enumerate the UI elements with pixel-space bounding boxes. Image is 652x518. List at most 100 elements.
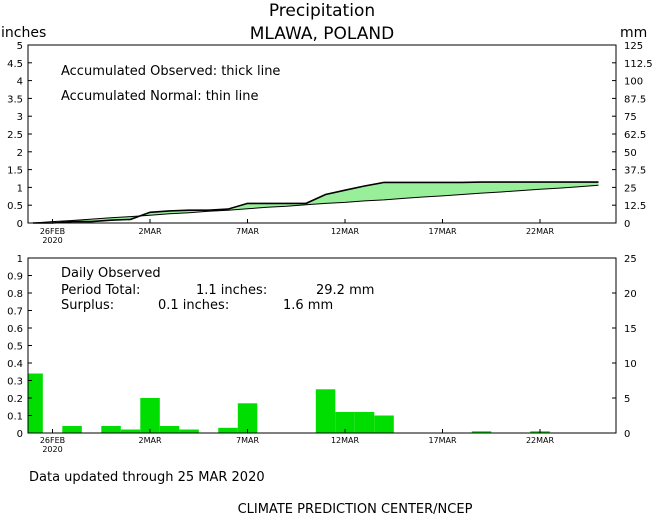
daily-bars [28, 373, 550, 434]
daily-bar [140, 398, 160, 433]
daily-bar [120, 429, 141, 433]
surplus-segment [384, 182, 404, 200]
x-tick-label: 12MAR [331, 436, 360, 445]
x-year-label: 2020 [42, 445, 62, 454]
daily-bar [374, 415, 394, 433]
y-tick-label: 4 [17, 77, 23, 88]
y2-tick-label: 125 [624, 41, 643, 52]
x-tick-label: 22MAR [526, 436, 555, 445]
x-tick-label: 26FEB [40, 227, 65, 236]
y2-tick-label: 0 [624, 219, 630, 230]
daily-observed-label: Daily Observed [61, 266, 161, 281]
y-tick-label: 2 [17, 148, 23, 159]
y2-tick-label: 25 [624, 254, 637, 265]
accum-axes: 00.511.522.533.544.55012.52537.55062.575… [7, 41, 652, 245]
x-tick-label: 26FEB [40, 436, 65, 445]
y-tick-label: 0.3 [7, 377, 23, 388]
daily-bar [101, 426, 121, 433]
y-tick-label: 1 [17, 254, 23, 265]
y2-tick-label: 112.5 [624, 59, 652, 70]
x-tick-label: 7MAR [236, 227, 259, 236]
surplus-segment [481, 182, 501, 194]
legend-observed: Accumulated Observed: thick line [61, 64, 280, 79]
credit-label: CLIMATE PREDICTION CENTER/NCEP [238, 502, 473, 517]
chart-title: Precipitation [269, 1, 375, 21]
y2-tick-label: 62.5 [624, 130, 646, 141]
y-tick-label: 4.5 [7, 59, 23, 70]
surplus-segment [540, 182, 560, 190]
surplus-segment [462, 182, 482, 195]
y-tick-label: 1 [17, 183, 23, 194]
daily-axes: 00.10.20.30.40.50.60.70.80.9105101520252… [7, 254, 637, 454]
x-year-label: 2020 [42, 236, 62, 245]
y-tick-label: 0.1 [7, 412, 23, 423]
accum-panel: 00.511.522.533.544.55012.52537.55062.575… [7, 41, 652, 245]
y2-tick-label: 25 [624, 183, 637, 194]
y2-tick-label: 15 [624, 324, 637, 335]
daily-panel: 00.10.20.30.40.50.60.70.80.9105101520252… [7, 254, 637, 454]
period-total-inches: 1.1 inches: [196, 283, 267, 298]
x-tick-label: 12MAR [331, 227, 360, 236]
daily-bar [471, 431, 492, 434]
y-tick-label: 2.5 [7, 130, 23, 141]
normal-line [32, 184, 599, 224]
daily-bar [354, 412, 375, 433]
daily-bar [335, 412, 355, 433]
y-tick-label: 0.2 [7, 394, 23, 405]
period-total-label: Period Total: [61, 283, 140, 298]
y-tick-label: 0 [17, 429, 23, 440]
y2-tick-label: 12.5 [624, 201, 646, 212]
chart-subtitle: MLAWA, POLAND [250, 24, 394, 44]
y2-tick-label: 100 [624, 77, 643, 88]
daily-bar [179, 429, 199, 433]
x-tick-label: 17MAR [428, 436, 457, 445]
y-tick-label: 0.5 [7, 201, 23, 212]
period-total-mm: 29.2 mm [316, 283, 374, 298]
surplus-segment [442, 182, 462, 196]
surplus-segment [364, 182, 384, 201]
y2-tick-label: 50 [624, 148, 637, 159]
y2-tick-label: 10 [624, 359, 637, 370]
unit-right-label: mm [620, 25, 647, 41]
y2-tick-label: 0 [624, 429, 630, 440]
daily-bar [237, 403, 258, 434]
y-tick-label: 0.7 [7, 307, 23, 318]
y-tick-label: 3.5 [7, 94, 23, 105]
y2-tick-label: 5 [624, 394, 630, 405]
y-tick-label: 5 [17, 41, 23, 52]
daily-bar [218, 427, 238, 434]
daily-bar [315, 389, 336, 434]
x-tick-label: 22MAR [526, 227, 555, 236]
y-tick-label: 0.4 [7, 359, 23, 370]
y-tick-label: 0 [17, 219, 23, 230]
legend-normal: Accumulated Normal: thin line [61, 89, 259, 104]
observed-line [33, 181, 599, 224]
surplus-inches: 0.1 inches: [158, 298, 229, 313]
y-tick-label: 3 [17, 112, 23, 123]
x-tick-label: 7MAR [236, 436, 259, 445]
daily-bar [28, 373, 43, 433]
unit-left-label: inches [1, 25, 46, 41]
y2-tick-label: 20 [624, 289, 637, 300]
y2-tick-label: 75 [624, 112, 637, 123]
y2-tick-label: 87.5 [624, 94, 646, 105]
y-tick-label: 0.9 [7, 272, 23, 283]
y-tick-label: 1.5 [7, 166, 23, 177]
data-updated-note: Data updated through 25 MAR 2020 [29, 470, 265, 485]
y-tick-label: 0.5 [7, 342, 23, 353]
surplus-segment [345, 186, 365, 203]
daily-bar [62, 426, 82, 433]
x-tick-label: 2MAR [138, 436, 161, 445]
y-tick-label: 0.8 [7, 289, 23, 300]
y-tick-label: 0.6 [7, 324, 23, 335]
x-tick-label: 17MAR [428, 227, 457, 236]
daily-bar [159, 426, 180, 433]
surplus-segment [423, 182, 443, 197]
surplus-segment [403, 182, 423, 199]
surplus-segment [520, 182, 540, 191]
x-tick-label: 2MAR [138, 227, 161, 236]
y2-tick-label: 37.5 [624, 166, 646, 177]
surplus-mm: 1.6 mm [283, 298, 333, 313]
surplus-label: Surplus: [61, 298, 114, 313]
